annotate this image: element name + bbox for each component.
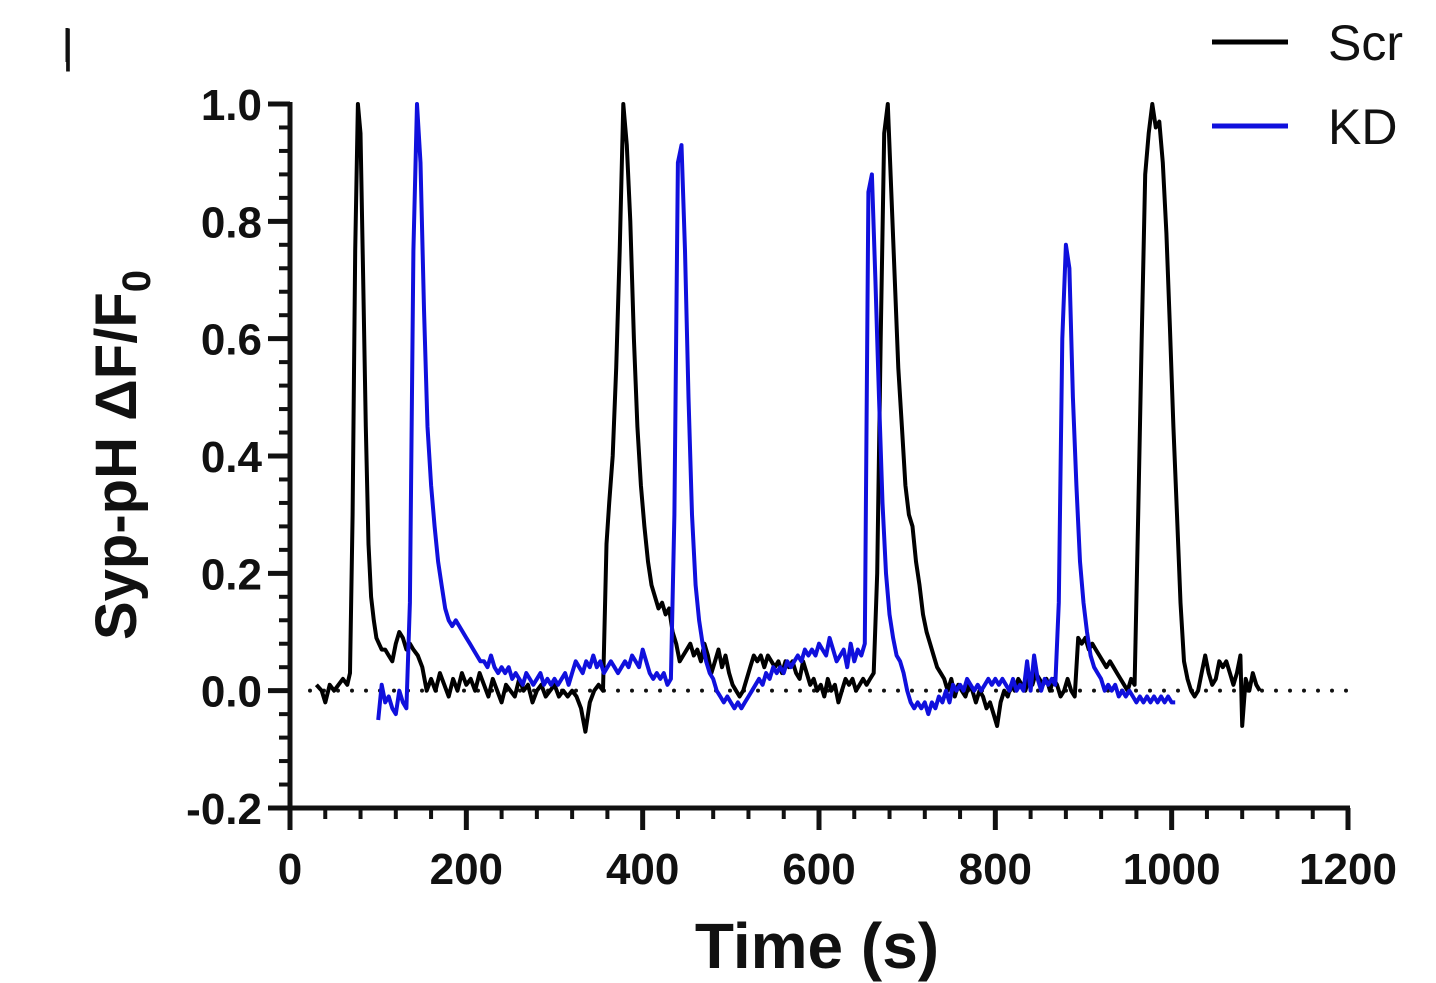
series-line-kd [376, 102, 1176, 721]
series-line-scr [314, 102, 1262, 734]
y-tick-label: 0.6 [201, 316, 262, 365]
y-tick-label: 0.4 [201, 433, 263, 482]
legend: Scr KD [1212, 15, 1403, 155]
y-axis-title-main: Syp-pH ΔF/F [84, 292, 149, 640]
x-tick-label: 1000 [1123, 845, 1221, 894]
x-tick-label: 400 [606, 845, 679, 894]
x-axis-title: Time (s) [695, 910, 939, 982]
y-axis-title-subscript: 0 [115, 270, 159, 292]
x-tick-labels: 0 200 400 600 800 1000 1200 [278, 845, 1397, 894]
x-tick-label: 600 [782, 845, 855, 894]
y-tick-label: 0.8 [201, 198, 262, 247]
x-tick-label: 0 [278, 845, 302, 894]
y-axis-title: Syp-pH ΔF/F0 [84, 270, 159, 640]
y-tick-label: 1.0 [201, 81, 262, 130]
y-tick-label: 0.2 [201, 550, 262, 599]
x-tick-label: 200 [430, 845, 503, 894]
legend-label-scr: Scr [1328, 15, 1403, 71]
x-tick-label: 1200 [1299, 845, 1397, 894]
legend-label-kd: KD [1328, 99, 1397, 155]
x-tick-label: 800 [959, 845, 1032, 894]
y-tick-label: -0.2 [186, 785, 262, 834]
y-tick-labels: -0.2 0.0 0.2 0.4 0.6 0.8 1.0 [186, 81, 262, 834]
y-tick-label: 0.0 [201, 668, 262, 717]
axes [268, 101, 1351, 830]
series-layer [314, 102, 1262, 734]
